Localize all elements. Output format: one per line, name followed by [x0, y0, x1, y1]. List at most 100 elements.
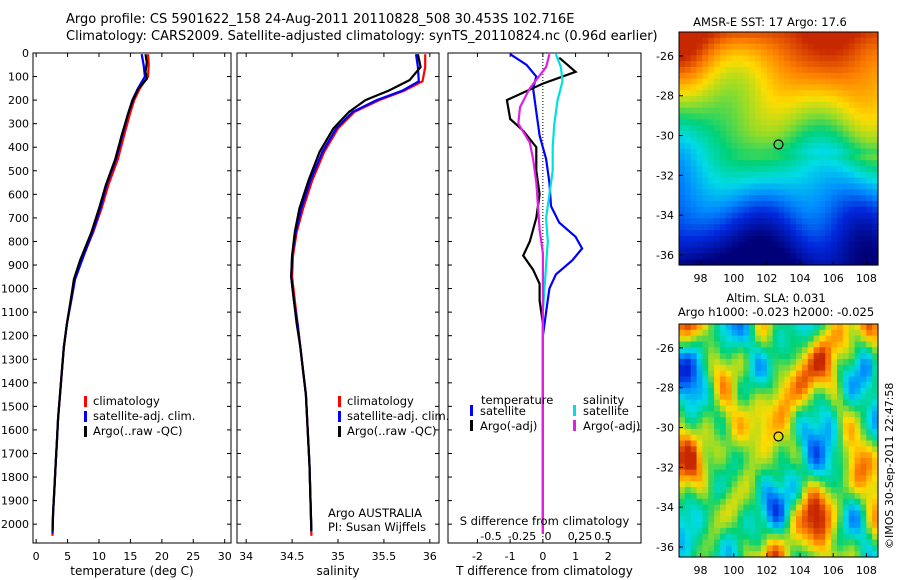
map-cell [848, 90, 856, 97]
map-cell [866, 405, 873, 412]
map-cell [696, 545, 704, 552]
map-cell [778, 171, 785, 179]
map-cell [784, 423, 791, 430]
map-cell [801, 370, 809, 378]
map-ytick-label: -30 [656, 130, 674, 143]
map-cell [696, 66, 704, 74]
map-cell [778, 113, 785, 120]
map-cell [719, 376, 727, 383]
map-cell [696, 78, 704, 86]
map-cell [842, 335, 850, 343]
map-cell [837, 347, 844, 354]
map-cell [731, 533, 739, 541]
map-cell [825, 376, 832, 383]
map-cell [772, 335, 780, 343]
map-cell [837, 481, 844, 488]
map-cell [801, 101, 809, 109]
map-cell [737, 545, 744, 552]
map-cell [772, 253, 780, 260]
depth-tick-label: 700 [8, 212, 29, 225]
map-cell [790, 417, 797, 424]
map-cell [807, 259, 815, 266]
sla-map-subtitle: Argo h1000: -0.023 h2000: -0.025 [678, 305, 874, 319]
map-cell [719, 107, 727, 115]
map-cell [696, 259, 704, 266]
map-cell [784, 43, 791, 51]
map-cell [725, 487, 733, 494]
map-cell [842, 452, 850, 459]
map-cell [778, 55, 785, 62]
map-cell [854, 539, 862, 546]
map-cell [714, 329, 721, 337]
map-cell [831, 113, 838, 120]
map-cell [860, 498, 867, 506]
map-cell [749, 463, 756, 471]
map-cell [831, 522, 838, 529]
map-cell [696, 324, 704, 331]
differences-xtick-label: -2 [472, 550, 483, 563]
map-cell [801, 84, 809, 91]
map-cell [837, 72, 844, 80]
map-cell [837, 212, 844, 219]
map-cell [760, 154, 768, 161]
map-cell [860, 446, 867, 453]
map-cell [679, 183, 686, 190]
s-difference-tick: 0 [545, 530, 552, 543]
map-cell [790, 206, 797, 214]
map-cell [714, 183, 721, 190]
map-cell [784, 119, 791, 126]
map-cell [842, 206, 850, 214]
map-cell [825, 335, 832, 343]
map-cell [872, 32, 879, 39]
map-cell [801, 32, 809, 39]
map-cell [831, 148, 838, 155]
s-difference-tick: 0.5 [594, 530, 612, 543]
map-cell [825, 230, 832, 237]
map-cell [714, 189, 721, 196]
map-cell [749, 405, 756, 412]
map-cell [860, 329, 867, 337]
map-cell [708, 405, 715, 412]
map-cell [790, 43, 797, 51]
map-cell [725, 101, 733, 109]
map-cell [807, 335, 815, 343]
map-cell [743, 206, 750, 214]
map-cell [854, 171, 862, 179]
map-cell [760, 235, 768, 243]
map-cell [719, 475, 727, 482]
map-cell [854, 37, 862, 45]
map-cell [866, 469, 873, 477]
map-cell [807, 154, 815, 161]
map-cell [690, 154, 698, 161]
map-cell [796, 32, 803, 39]
map-cell [679, 253, 686, 260]
map-cell [725, 481, 733, 488]
map-cell [872, 131, 879, 138]
map-cell [801, 463, 809, 471]
map-cell [725, 200, 733, 208]
map-cell [679, 66, 686, 74]
map-cell [755, 457, 762, 465]
temperature-xtick-label: 5 [64, 550, 71, 563]
map-cell [755, 49, 762, 56]
map-cell [778, 142, 785, 150]
map-cell [807, 96, 815, 103]
map-cell [813, 527, 821, 535]
map-cell [872, 393, 879, 401]
map-cell [696, 522, 704, 529]
map-cell [842, 148, 850, 155]
map-cell [743, 522, 750, 529]
map-cell [684, 78, 692, 86]
map-cell [690, 66, 698, 74]
map-cell [743, 32, 750, 39]
map-cell [784, 230, 791, 237]
map-cell [825, 370, 832, 378]
map-cell [708, 382, 715, 389]
map-cell [801, 165, 809, 173]
map-cell [796, 218, 803, 225]
map-cell [708, 43, 715, 51]
map-cell [825, 154, 832, 161]
map-cell [813, 329, 821, 337]
map-cell [790, 324, 797, 331]
map-cell [731, 335, 739, 343]
